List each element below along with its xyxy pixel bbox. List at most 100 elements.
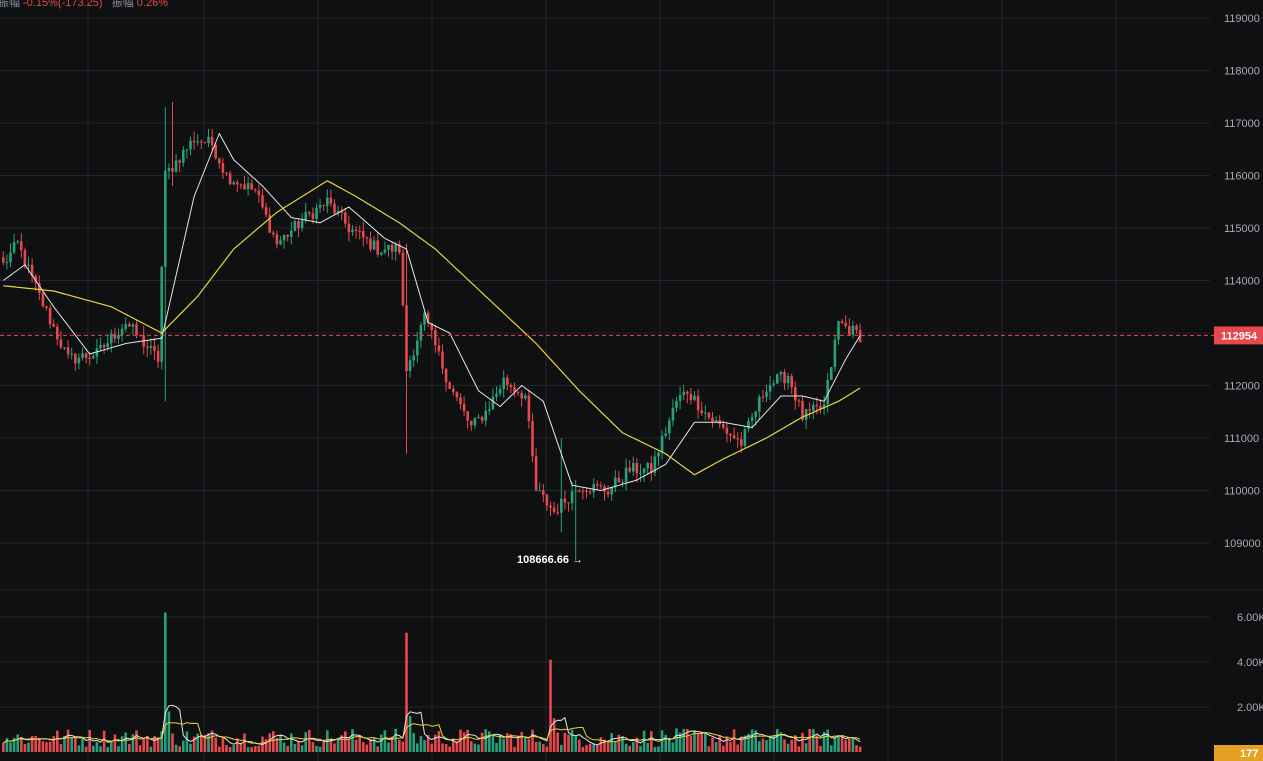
- candle-body: [257, 190, 261, 196]
- candle: [156, 344, 160, 369]
- volume-bar: [826, 729, 829, 752]
- candle: [484, 401, 487, 427]
- volume-bar: [344, 731, 347, 752]
- candle-body: [365, 237, 369, 239]
- candle-body: [207, 136, 210, 144]
- volume-bar: [534, 741, 538, 752]
- candle: [498, 384, 502, 397]
- candle: [808, 402, 811, 419]
- candle-body: [693, 395, 696, 401]
- candle: [704, 405, 707, 421]
- volume-bar: [160, 731, 163, 752]
- candle: [761, 389, 765, 403]
- candle-body: [797, 400, 801, 402]
- candle: [711, 412, 714, 428]
- volume-bar: [650, 731, 653, 752]
- candle: [599, 481, 603, 489]
- candle-body: [308, 211, 311, 214]
- candle: [628, 460, 631, 474]
- volume-bar: [59, 744, 63, 752]
- candle: [290, 221, 293, 245]
- volume-bar: [491, 735, 495, 752]
- candle: [657, 449, 660, 466]
- moving-averages: [3, 132, 861, 492]
- candle-body: [362, 230, 365, 238]
- candle-body: [725, 427, 729, 434]
- candle-body: [430, 322, 433, 330]
- volume-bar: [858, 746, 862, 752]
- volume-bar: [567, 734, 570, 752]
- volume-bar: [707, 746, 711, 752]
- candle: [210, 128, 214, 152]
- volume-bar: [819, 745, 822, 752]
- volume-bar: [556, 732, 559, 752]
- candle-body: [423, 312, 426, 325]
- candle-body: [473, 417, 477, 426]
- candle-body: [412, 355, 415, 361]
- candle: [196, 134, 199, 146]
- volume-bar: [171, 733, 174, 752]
- candle-body: [16, 241, 19, 243]
- volume-bar: [322, 741, 325, 752]
- volume-bar: [243, 733, 246, 752]
- candle: [142, 326, 145, 355]
- volume-bar: [635, 737, 639, 752]
- change-label: 振幅: [0, 0, 20, 9]
- candle: [506, 374, 509, 391]
- volume-bar: [441, 743, 444, 752]
- volume-bar: [70, 737, 73, 752]
- candle-body: [855, 325, 858, 331]
- volume-bar: [833, 737, 837, 752]
- volume-bar: [624, 743, 628, 752]
- candle-body: [38, 283, 41, 293]
- candle: [416, 331, 419, 363]
- volume-bar: [704, 732, 707, 752]
- candle-body: [480, 417, 484, 421]
- candle: [92, 352, 95, 359]
- volume-bar: [653, 746, 657, 752]
- candle: [822, 395, 826, 416]
- candle: [632, 456, 635, 476]
- candle: [236, 179, 239, 193]
- candle: [383, 241, 387, 255]
- volume-bar: [304, 732, 307, 752]
- candle-body: [740, 439, 743, 446]
- candle: [624, 458, 628, 491]
- candle-body: [12, 242, 16, 253]
- candle: [20, 232, 23, 258]
- candle-body: [506, 377, 509, 385]
- candle: [246, 176, 250, 196]
- candle-body: [488, 409, 491, 411]
- candle: [844, 315, 847, 329]
- candle-body: [520, 393, 523, 399]
- candle-body: [297, 221, 300, 229]
- candle-body: [635, 462, 639, 474]
- volume-bar: [686, 729, 689, 752]
- candle-body: [581, 490, 585, 492]
- candle-body: [23, 250, 27, 266]
- volume-bar: [380, 734, 383, 752]
- candle: [174, 154, 178, 173]
- volume-tick-0: 6.00K: [1237, 612, 1263, 624]
- volume-bar: [808, 728, 811, 752]
- candle-body: [560, 498, 563, 513]
- price-tick-115000: 115000: [1224, 223, 1260, 235]
- candle: [66, 340, 70, 359]
- volume-bar: [189, 743, 192, 752]
- volume-bar: [516, 736, 520, 752]
- candle: [88, 352, 91, 366]
- volume-bar: [675, 728, 678, 752]
- price-tick-119000: 119000: [1224, 13, 1260, 25]
- candle: [282, 234, 286, 249]
- candle: [430, 322, 433, 340]
- volume-bar: [63, 735, 66, 752]
- candle-body: [304, 211, 307, 221]
- candle: [621, 479, 624, 488]
- candle-body: [614, 477, 617, 488]
- candle: [750, 412, 754, 429]
- candle: [286, 234, 289, 242]
- volume-bar: [275, 737, 279, 752]
- candle-body: [293, 221, 297, 231]
- volume-bar: [48, 741, 52, 752]
